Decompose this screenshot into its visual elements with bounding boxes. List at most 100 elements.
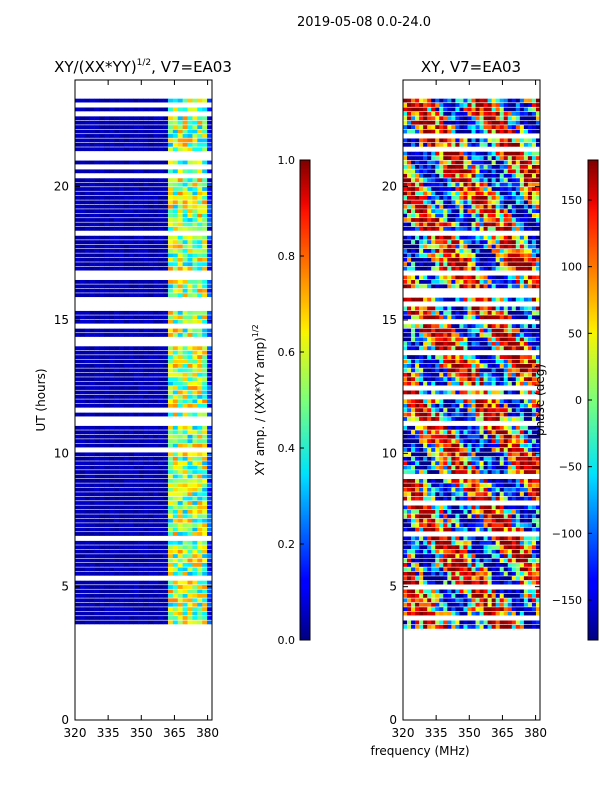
heatmap-cell [168,452,173,456]
heatmap-cell [134,528,139,532]
heatmap-cell [415,404,419,408]
heatmap-cell [192,413,197,417]
heatmap-cell [403,413,407,417]
heatmap-cell [144,346,149,350]
heatmap-cell [183,267,188,271]
heatmap-cell [419,364,423,368]
heatmap-cell [447,545,451,549]
heatmap-cell [192,377,197,381]
heatmap-cell [415,329,419,333]
heatmap-cell [496,466,500,470]
heatmap-cell [423,581,427,585]
heatmap-cell [431,360,435,364]
heatmap-cell [99,532,104,536]
heatmap-cell [443,342,447,346]
heatmap-cell [431,581,435,585]
heatmap-cell [124,598,129,602]
heatmap-cell [403,590,407,594]
heatmap-cell [124,528,129,532]
heatmap-cell [85,245,90,249]
heatmap-cell [109,607,114,611]
heatmap-cell [528,417,532,421]
heatmap-cell [443,594,447,598]
heatmap-cell [508,603,512,607]
heatmap-cell [419,492,423,496]
heatmap-cell [95,108,100,112]
heatmap-cell [85,329,90,333]
heatmap-cell [148,218,153,222]
heatmap-cell [129,346,134,350]
heatmap-cell [90,581,95,585]
heatmap-cell [492,399,496,403]
heatmap-cell [158,262,163,266]
heatmap-cell [451,523,455,527]
heatmap-cell [158,523,163,527]
heatmap-cell [192,143,197,147]
heatmap-cell [80,413,85,417]
heatmap-cell [524,333,528,337]
heatmap-cell [488,315,492,319]
heatmap-cell [188,581,193,585]
heatmap-cell [178,479,183,483]
heatmap-cell [148,488,153,492]
heatmap-cell [443,483,447,487]
heatmap-cell [124,466,129,470]
heatmap-cell [496,408,500,412]
heatmap-cell [109,532,114,536]
heatmap-cell [512,368,516,372]
heatmap-cell [109,99,114,103]
heatmap-cell [119,178,124,182]
heatmap-cell [183,435,188,439]
heatmap-cell [168,147,173,151]
heatmap-cell [439,444,443,448]
heatmap-cell [504,435,508,439]
heatmap-cell [168,391,173,395]
heatmap-cell [144,475,149,479]
heatmap-cell [512,554,516,558]
heatmap-cell [451,342,455,346]
heatmap-cell [500,541,504,545]
heatmap-cell [80,435,85,439]
heatmap-cell [197,426,202,430]
heatmap-cell [178,452,183,456]
heatmap-cell [144,253,149,257]
heatmap-cell [173,205,178,209]
heatmap-cell [192,559,197,563]
heatmap-cell [168,457,173,461]
heatmap-cell [496,373,500,377]
heatmap-cell [467,430,471,434]
heatmap-cell [139,470,144,474]
heatmap-cell [415,457,419,461]
heatmap-cell [407,572,411,576]
heatmap-cell [173,607,178,611]
heatmap-cell [192,620,197,624]
heatmap-cell [504,519,508,523]
heatmap-cell [144,125,149,129]
heatmap-cell [476,298,480,302]
heatmap-cell [104,368,109,372]
heatmap-cell [492,368,496,372]
heatmap-cell [197,470,202,474]
heatmap-cell [411,625,415,629]
heatmap-cell [484,426,488,430]
heatmap-cell [85,572,90,576]
heatmap-cell [153,466,158,470]
heatmap-cell [119,594,124,598]
heatmap-cell [99,240,104,244]
heatmap-cell [163,351,168,355]
heatmap-cell [192,603,197,607]
heatmap-cell [443,377,447,381]
heatmap-cell [99,399,104,403]
heatmap-cell [119,598,124,602]
heatmap-cell [168,519,173,523]
heatmap-cell [411,342,415,346]
heatmap-cell [435,413,439,417]
heatmap-cell [492,311,496,315]
heatmap-cell [158,108,163,112]
heatmap-cell [431,488,435,492]
heatmap-cell [431,545,435,549]
heatmap-cell [183,603,188,607]
heatmap-cell [148,134,153,138]
heatmap-cell [153,395,158,399]
heatmap-cell [447,572,451,576]
